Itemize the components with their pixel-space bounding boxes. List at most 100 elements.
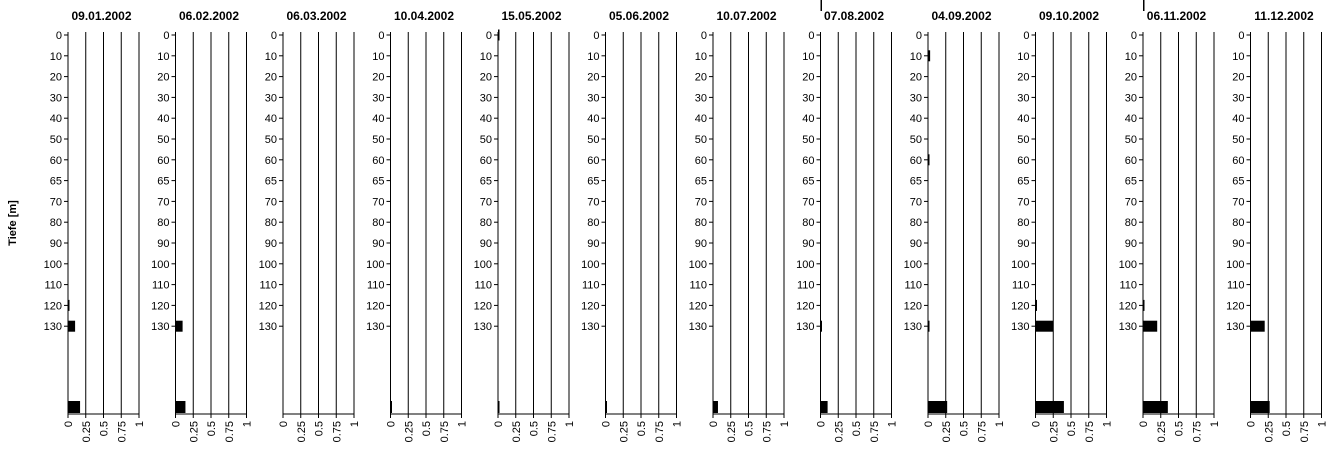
x-tick-label: 0.5	[206, 421, 218, 436]
y-tick-label: 30	[802, 92, 814, 104]
panel-6: 05.06.2002010203040506065708090100110120…	[581, 9, 683, 442]
y-tick-label: 80	[802, 217, 814, 229]
y-tick-label: 80	[1232, 217, 1244, 229]
x-tick-label: 0	[171, 421, 183, 427]
y-tick-label: 20	[695, 72, 707, 84]
y-tick-label: 0	[163, 30, 169, 42]
x-tick-label: 1	[1102, 421, 1114, 427]
y-tick-label: 10	[802, 51, 814, 63]
x-tick-label: 0.75	[869, 421, 881, 442]
y-tick-label: 60	[695, 155, 707, 167]
y-tick-label: 40	[480, 113, 492, 125]
y-tick-label: 40	[157, 113, 169, 125]
x-tick-label: 1	[1209, 421, 1221, 427]
panel-8: 07.08.2002010203040506065708090100110120…	[796, 0, 899, 442]
x-tick-label: 0.75	[224, 421, 236, 442]
panel-3: 06.03.2002010203040506065708090100110120…	[259, 9, 361, 442]
bar	[820, 0, 822, 11]
y-tick-label: 0	[378, 30, 384, 42]
x-tick-label: 0.25	[1156, 421, 1168, 442]
y-tick-label: 100	[366, 259, 384, 271]
y-tick-label: 90	[265, 238, 277, 250]
x-tick-label: 0.25	[188, 421, 200, 442]
y-tick-label: 20	[480, 72, 492, 84]
x-tick-label: 0	[278, 421, 290, 427]
x-tick-label: 1	[242, 421, 254, 427]
y-tick-label: 20	[1017, 72, 1029, 84]
panel-title: 10.07.2002	[716, 9, 776, 23]
panel-12: 11.12.2002010203040506065708090100110120…	[1226, 9, 1328, 442]
y-tick-label: 100	[1226, 259, 1244, 271]
y-tick-label: 0	[271, 30, 277, 42]
y-tick-label: 50	[372, 134, 384, 146]
y-tick-label: 80	[587, 217, 599, 229]
y-tick-label: 50	[695, 134, 707, 146]
y-tick-label: 130	[796, 321, 814, 333]
panel-5: 15.05.2002010203040506065708090100110120…	[474, 9, 576, 442]
y-tick-label: 50	[1232, 134, 1244, 146]
y-tick-label: 10	[587, 51, 599, 63]
y-tick-label: 90	[50, 238, 62, 250]
y-tick-label: 90	[372, 238, 384, 250]
y-tick-label: 120	[366, 300, 384, 312]
y-tick-label: 20	[802, 72, 814, 84]
x-tick-label: 0.75	[761, 421, 773, 442]
y-tick-label: 100	[689, 259, 707, 271]
y-tick-label: 130	[904, 321, 922, 333]
x-tick-label: 0.5	[851, 421, 863, 436]
bar	[175, 320, 183, 332]
y-tick-label: 110	[152, 280, 170, 292]
x-tick-label: 0	[601, 421, 613, 427]
panel-title: 06.02.2002	[179, 9, 239, 23]
y-tick-label: 100	[581, 259, 599, 271]
bar	[928, 154, 930, 166]
y-tick-label: 110	[1119, 280, 1137, 292]
y-tick-label: 10	[1232, 51, 1244, 63]
x-tick-label: 1	[134, 421, 146, 427]
bar	[68, 401, 81, 413]
panel-title: 06.11.2002	[1147, 9, 1207, 23]
x-tick-label: 0.25	[81, 421, 93, 442]
panel-title: 06.03.2002	[286, 9, 346, 23]
y-tick-label: 65	[1017, 176, 1029, 188]
y-tick-label: 30	[1125, 92, 1137, 104]
x-tick-label: 0	[63, 421, 75, 427]
x-tick-label: 1	[887, 421, 899, 427]
y-tick-label: 30	[587, 92, 599, 104]
y-tick-label: 120	[1011, 300, 1029, 312]
y-tick-label: 70	[372, 196, 384, 208]
y-tick-label: 60	[157, 155, 169, 167]
x-tick-label: 0.25	[1048, 421, 1060, 442]
y-tick-label: 65	[1232, 176, 1244, 188]
bar	[1143, 401, 1168, 413]
y-tick-label: 10	[1017, 51, 1029, 63]
x-tick-label: 0.25	[941, 421, 953, 442]
panel-title: 15.05.2002	[501, 9, 561, 23]
y-tick-label: 60	[802, 155, 814, 167]
y-tick-label: 60	[480, 155, 492, 167]
x-tick-label: 0	[1031, 421, 1043, 427]
y-tick-label: 80	[50, 217, 62, 229]
y-tick-label: 10	[1125, 51, 1137, 63]
bar	[1143, 299, 1145, 311]
y-tick-label: 30	[157, 92, 169, 104]
y-tick-label: 110	[1227, 280, 1245, 292]
x-tick-label: 0.25	[833, 421, 845, 442]
y-tick-label: 90	[1232, 238, 1244, 250]
x-tick-label: 0.75	[1299, 421, 1311, 442]
y-tick-label: 70	[1232, 196, 1244, 208]
y-tick-label: 80	[157, 217, 169, 229]
y-tick-label: 20	[372, 72, 384, 84]
y-tick-label: 90	[802, 238, 814, 250]
x-tick-label: 0.5	[636, 421, 648, 436]
y-tick-label: 65	[372, 176, 384, 188]
y-tick-label: 60	[265, 155, 277, 167]
y-tick-label: 90	[1125, 238, 1137, 250]
y-tick-label: 30	[265, 92, 277, 104]
y-tick-label: 110	[689, 280, 707, 292]
y-tick-label: 50	[265, 134, 277, 146]
x-tick-label: 0.5	[421, 421, 433, 436]
y-tick-label: 120	[1119, 300, 1137, 312]
bar	[68, 299, 70, 311]
